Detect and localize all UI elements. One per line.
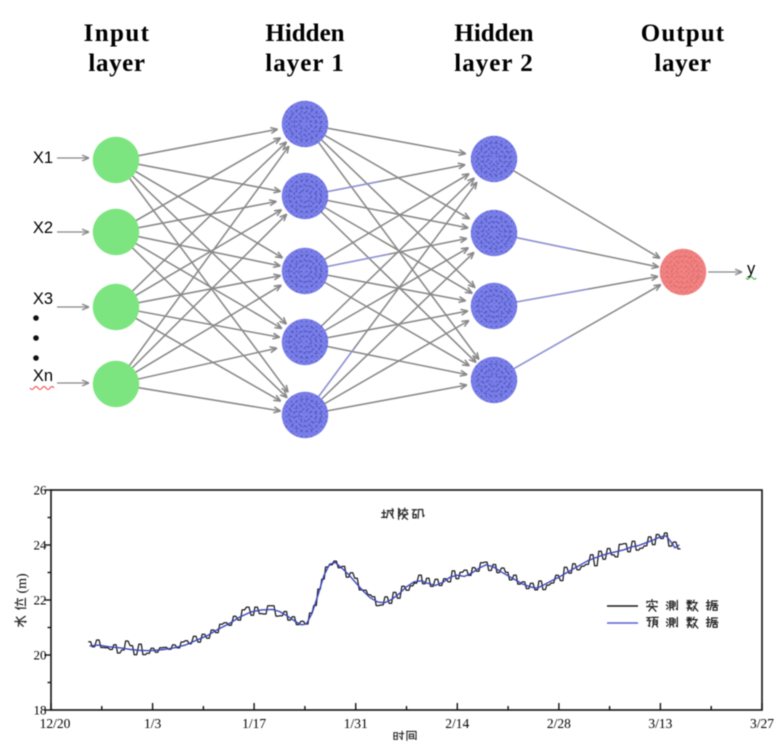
svg-text:1/31: 1/31 — [344, 716, 368, 731]
svg-text:2/28: 2/28 — [547, 716, 571, 731]
svg-text:12/20: 12/20 — [40, 716, 71, 731]
svg-text:X2: X2 — [33, 219, 53, 237]
svg-text:(m): (m) — [15, 573, 30, 594]
svg-text:Output: Output — [641, 20, 725, 47]
svg-text:1/17: 1/17 — [242, 716, 266, 731]
svg-text:layer: layer — [88, 50, 145, 77]
svg-text:X3: X3 — [33, 290, 53, 308]
svg-text:3/13: 3/13 — [648, 716, 672, 731]
svg-text:22: 22 — [34, 593, 47, 608]
svg-text:Hidden: Hidden — [454, 20, 533, 47]
svg-text:1/3: 1/3 — [144, 716, 162, 731]
svg-text:Hidden: Hidden — [265, 20, 344, 47]
svg-text:layer 1: layer 1 — [265, 50, 344, 77]
svg-text:18: 18 — [34, 703, 47, 718]
svg-text:26: 26 — [34, 483, 48, 498]
svg-text:layer 2: layer 2 — [454, 50, 533, 77]
svg-text:20: 20 — [34, 648, 47, 663]
svg-text:y: y — [747, 260, 756, 278]
svg-text:Input: Input — [84, 20, 151, 47]
svg-text:2/14: 2/14 — [445, 716, 469, 731]
svg-text:24: 24 — [34, 538, 48, 553]
svg-text:X1: X1 — [33, 149, 53, 167]
svg-text:3/27: 3/27 — [750, 716, 774, 731]
svg-text:layer: layer — [654, 50, 711, 77]
svg-text:Xn: Xn — [33, 367, 53, 385]
